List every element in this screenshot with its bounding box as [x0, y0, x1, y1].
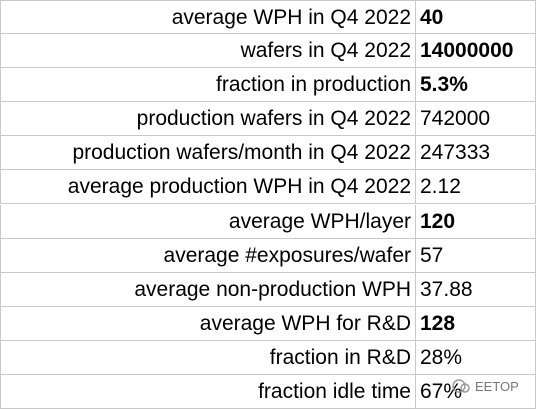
row-label: average non-production WPH	[0, 272, 416, 307]
row-value: 40	[416, 0, 536, 35]
row-value: 14000000	[416, 34, 536, 69]
row-value: 2.12	[416, 170, 536, 205]
watermark-text: EETOP	[475, 378, 519, 394]
row-value: 57	[416, 238, 536, 273]
row-label: production wafers in Q4 2022	[0, 102, 416, 137]
watermark: EETOP	[452, 378, 519, 394]
watermark-icon	[452, 379, 470, 393]
row-label: fraction in production	[0, 68, 416, 103]
row-label: wafers in Q4 2022	[0, 34, 416, 69]
row-label: average WPH/layer	[0, 204, 416, 239]
row-label: fraction idle time	[0, 374, 416, 409]
row-label: average #exposures/wafer	[0, 238, 416, 273]
row-label: production wafers/month in Q4 2022	[0, 136, 416, 171]
row-label: average WPH in Q4 2022	[0, 0, 416, 35]
row-label: average production WPH in Q4 2022	[0, 170, 416, 205]
row-value: 742000	[416, 102, 536, 137]
row-value: 247333	[416, 136, 536, 171]
row-label: fraction in R&D	[0, 340, 416, 375]
row-value: 5.3%	[416, 68, 536, 103]
row-label: average WPH for R&D	[0, 306, 416, 341]
row-value: 120	[416, 204, 536, 239]
row-value: 37.88	[416, 272, 536, 307]
row-value: 128	[416, 306, 536, 341]
row-value: 28%	[416, 340, 536, 375]
